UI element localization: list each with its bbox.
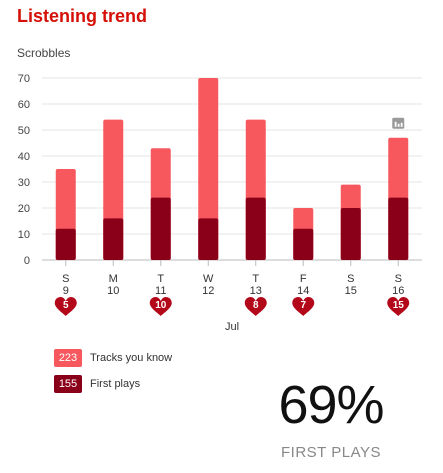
legend-item-first[interactable]: 155 First plays: [54, 375, 140, 393]
heart-marker-label: 15: [393, 300, 405, 311]
heart-marker[interactable]: [387, 297, 410, 316]
heart-marker-label: 7: [300, 300, 306, 311]
legend-item-known[interactable]: 223 Tracks you know: [54, 349, 172, 367]
x-tick-day-number: 13: [250, 285, 262, 297]
bar-first-plays[interactable]: [55, 228, 76, 260]
x-tick-day-number: 15: [345, 285, 357, 297]
bar-first-plays[interactable]: [198, 218, 219, 260]
x-tick-day-letter: S: [395, 273, 402, 285]
page-title: Listening trend: [17, 6, 147, 26]
bar-chart-icon-bar: [394, 121, 397, 127]
y-axis-label: Scrobbles: [17, 46, 71, 60]
y-tick-label: 50: [18, 125, 30, 137]
x-tick-day-number: 12: [202, 285, 214, 297]
bar-first-plays[interactable]: [293, 228, 314, 260]
heart-marker-label: 10: [155, 300, 167, 311]
bar-tracks-you-know[interactable]: [198, 78, 219, 260]
x-tick-day-letter: M: [109, 273, 118, 285]
y-tick-label: 10: [18, 229, 30, 241]
listening-trend-chart: 010203040506070S9M10T11W12T13F14S15S16Ju…: [18, 73, 422, 333]
legend-count-known: 223: [54, 349, 82, 367]
heart-marker[interactable]: [54, 297, 77, 316]
legend-label-first: First plays: [90, 378, 141, 390]
legend-label-known: Tracks you know: [90, 352, 173, 364]
x-tick-day-number: 9: [63, 285, 69, 297]
bar-chart-icon-bar: [400, 122, 403, 127]
x-tick-day-number: 16: [392, 285, 404, 297]
y-tick-label: 0: [24, 255, 30, 267]
x-tick-day-letter: T: [157, 273, 164, 285]
x-tick-day-letter: T: [252, 273, 259, 285]
y-tick-label: 60: [18, 99, 30, 111]
y-tick-label: 30: [18, 177, 30, 189]
heart-marker-label: 5: [63, 300, 69, 311]
legend-count-first: 155: [54, 375, 82, 393]
heart-marker[interactable]: [244, 297, 267, 316]
heart-marker-label: 8: [253, 300, 259, 311]
heart-marker[interactable]: [149, 297, 172, 316]
bar-first-plays[interactable]: [340, 208, 361, 260]
first-plays-percent: 69%: [278, 375, 384, 435]
y-tick-label: 70: [18, 73, 30, 85]
bar-chart-icon-bar: [397, 123, 400, 127]
x-tick-day-number: 14: [297, 285, 309, 297]
x-tick-day-number: 11: [155, 285, 166, 297]
bar-first-plays[interactable]: [150, 197, 171, 260]
x-tick-day-number: 10: [107, 285, 119, 297]
bar-first-plays[interactable]: [245, 197, 266, 260]
x-tick-day-letter: F: [300, 273, 307, 285]
x-tick-day-letter: W: [203, 273, 214, 285]
bar-first-plays[interactable]: [103, 218, 124, 260]
x-tick-day-letter: S: [62, 273, 69, 285]
heart-marker[interactable]: [292, 297, 315, 316]
bar-first-plays[interactable]: [388, 197, 409, 260]
y-tick-label: 40: [18, 151, 30, 163]
y-tick-label: 20: [18, 203, 30, 215]
x-tick-day-letter: S: [347, 273, 354, 285]
first-plays-label: FIRST PLAYS: [281, 444, 381, 461]
x-axis-month-label: Jul: [225, 321, 239, 333]
